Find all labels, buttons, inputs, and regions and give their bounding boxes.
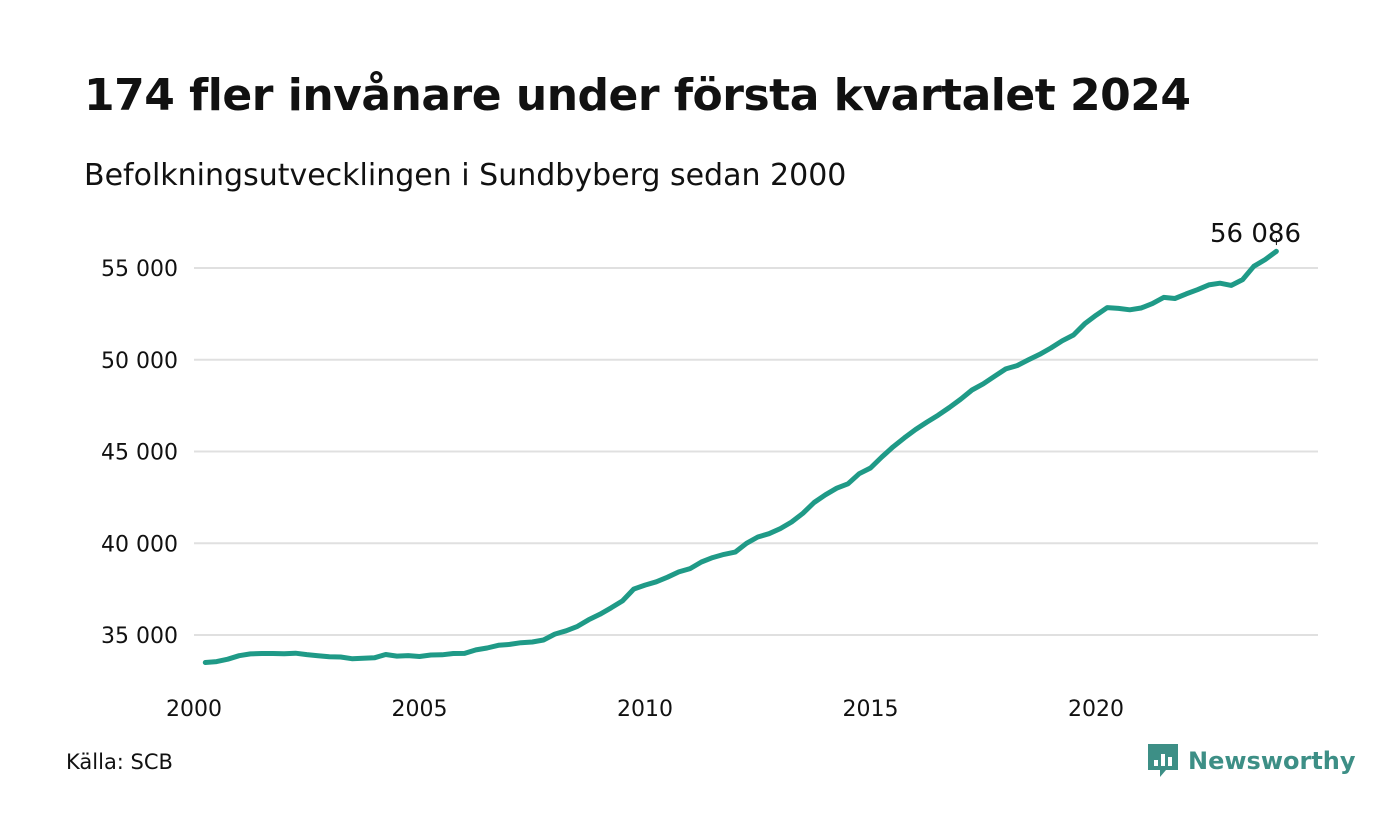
x-tick-label: 2000 xyxy=(166,697,222,722)
source-note: Källa: SCB xyxy=(66,750,173,774)
y-tick-label: 35 000 xyxy=(101,624,178,649)
brand-logo: Newsworthy xyxy=(1148,744,1356,778)
x-tick-label: 2010 xyxy=(617,697,673,722)
y-tick-label: 45 000 xyxy=(101,441,178,466)
brand-name: Newsworthy xyxy=(1188,747,1356,775)
chart-title: 174 fler invånare under första kvartalet… xyxy=(84,70,1191,121)
chart-subtitle: Befolkningsutvecklingen i Sundbyberg sed… xyxy=(84,158,847,193)
y-tick-label: 50 000 xyxy=(101,349,178,374)
x-tick-label: 2015 xyxy=(843,697,899,722)
x-tick-label: 2005 xyxy=(392,697,448,722)
end-value-label: 56 086 xyxy=(1210,219,1301,249)
y-tick-label: 55 000 xyxy=(101,257,178,282)
y-tick-label: 40 000 xyxy=(101,532,178,557)
series-line xyxy=(202,248,1279,665)
x-tick-label: 2020 xyxy=(1068,697,1124,722)
newsworthy-logo-icon xyxy=(1148,744,1178,777)
